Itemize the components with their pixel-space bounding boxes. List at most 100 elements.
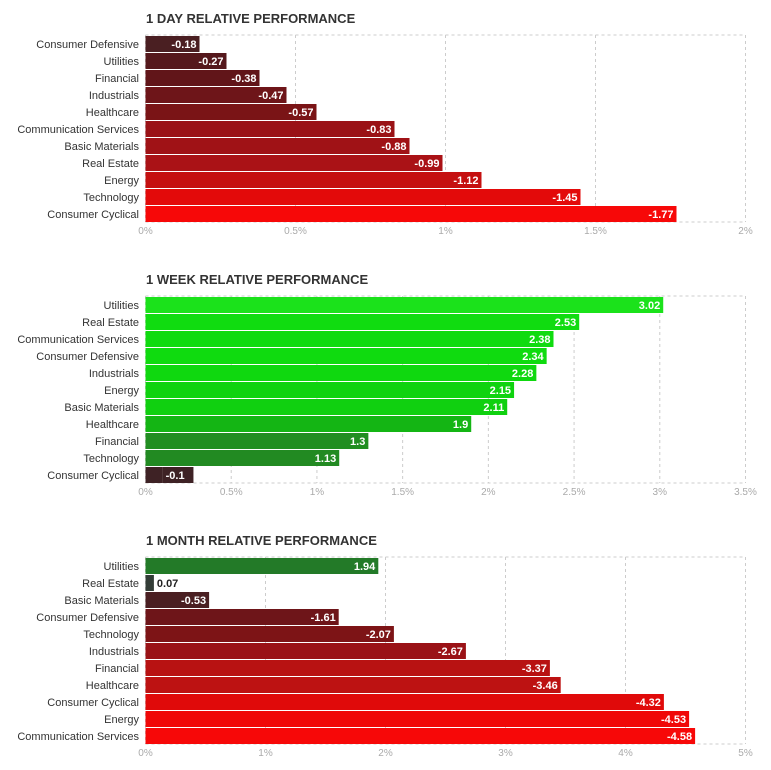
category-label: Consumer Defensive [36, 39, 139, 51]
value-label: 1.13 [315, 453, 336, 465]
x-tick-label: 1% [310, 487, 325, 498]
value-label: -0.88 [381, 141, 406, 153]
category-label: Technology [83, 453, 139, 465]
value-label: 0.07 [157, 578, 178, 590]
value-label: -0.83 [366, 124, 391, 136]
x-tick-label: 2% [378, 748, 393, 759]
x-tick-label: 3% [498, 748, 513, 759]
category-label: Consumer Defensive [36, 351, 139, 363]
bar [145, 70, 260, 86]
value-label-backing [162, 467, 194, 483]
value-label: -0.47 [258, 90, 283, 102]
bar [145, 467, 163, 483]
value-label: -0.53 [181, 595, 206, 607]
category-label: Industrials [89, 368, 140, 380]
bar [145, 660, 550, 676]
value-label: -1.12 [453, 175, 478, 187]
bar [145, 399, 508, 415]
category-label: Real Estate [82, 158, 139, 170]
value-label: 1.94 [354, 561, 376, 573]
bar [145, 382, 515, 398]
category-label: Consumer Cyclical [47, 209, 139, 221]
value-label: -4.53 [661, 714, 686, 726]
category-label: Consumer Cyclical [47, 470, 139, 482]
x-tick-label: 0% [138, 487, 153, 498]
value-label: -4.32 [636, 697, 661, 709]
category-label: Real Estate [82, 578, 139, 590]
value-label: -2.07 [366, 629, 391, 641]
x-tick-label: 5% [738, 748, 753, 759]
category-label: Energy [104, 175, 139, 187]
bar [145, 677, 561, 693]
x-tick-label: 2% [481, 487, 496, 498]
x-tick-label: 3% [653, 487, 668, 498]
value-label: 2.11 [483, 402, 504, 414]
bar [145, 609, 339, 625]
value-label: -0.18 [171, 39, 196, 51]
value-label: -4.58 [667, 731, 692, 743]
x-tick-label: 1.5% [584, 226, 607, 237]
bar [145, 348, 547, 364]
category-label: Industrials [89, 646, 140, 658]
bar [145, 104, 317, 120]
bar [145, 172, 482, 188]
category-label: Communication Services [17, 731, 139, 743]
value-label: 1.9 [453, 419, 468, 431]
value-label: 2.53 [555, 317, 576, 329]
value-label: -1.61 [311, 612, 336, 624]
x-tick-label: 0.5% [220, 487, 243, 498]
category-label: Communication Services [17, 334, 139, 346]
bar-chart-1month: 0% 1% 2% 3% 4% 5% Utilities 1.94 Real Estate 0.07… [17, 556, 753, 759]
chart-title-1week: 1 WEEK RELATIVE PERFORMANCE [146, 272, 369, 287]
bar [145, 36, 200, 52]
category-label: Utilities [104, 56, 140, 68]
bar [145, 592, 210, 608]
bar [145, 450, 340, 466]
bar [145, 53, 227, 69]
value-label: -0.1 [166, 470, 185, 482]
bar [145, 206, 677, 222]
bar [145, 416, 472, 432]
value-label: -2.67 [438, 646, 463, 658]
value-label: -0.27 [198, 56, 223, 68]
category-label: Energy [104, 385, 139, 397]
bar-chart-1day: 0% 0.5% 1% 1.5% 2% Consumer Defensive -0.18 Uti… [17, 34, 753, 237]
chart-title-1month: 1 MONTH RELATIVE PERFORMANCE [146, 533, 377, 548]
x-tick-label: 0% [138, 748, 153, 759]
bar [145, 575, 154, 591]
category-label: Energy [104, 714, 139, 726]
x-tick-label: 2% [738, 226, 753, 237]
category-label: Healthcare [86, 419, 139, 431]
category-label: Consumer Defensive [36, 612, 139, 624]
bar [145, 314, 580, 330]
x-tick-label: 0.5% [284, 226, 307, 237]
value-label: -3.46 [533, 680, 558, 692]
x-tick-label: 2.5% [563, 487, 586, 498]
x-tick-label: 0% [138, 226, 153, 237]
bar [145, 694, 664, 710]
x-tick-label: 1.5% [391, 487, 414, 498]
value-label: -0.57 [288, 107, 313, 119]
bar [145, 121, 395, 137]
bar [145, 711, 690, 727]
bar-chart-1week: 0% 0.5% 1% 1.5% 2% 2.5% 3% 3.5% Utilities 3.02 Rea… [17, 295, 757, 498]
bar [145, 87, 287, 103]
bar [145, 365, 537, 381]
value-label: -0.99 [414, 158, 439, 170]
category-label: Basic Materials [64, 141, 139, 153]
bar [145, 643, 466, 659]
bar [145, 189, 581, 205]
value-label: 2.38 [529, 334, 550, 346]
value-label: -0.38 [231, 73, 256, 85]
bar [145, 558, 379, 574]
bar [145, 728, 696, 744]
value-label: 2.15 [490, 385, 511, 397]
bar [145, 138, 410, 154]
category-label: Technology [83, 629, 139, 641]
category-label: Financial [95, 436, 139, 448]
value-label: -1.45 [552, 192, 577, 204]
value-label: -1.77 [648, 209, 673, 221]
bar [145, 433, 369, 449]
value-label: 2.34 [522, 351, 544, 363]
category-label: Technology [83, 192, 139, 204]
